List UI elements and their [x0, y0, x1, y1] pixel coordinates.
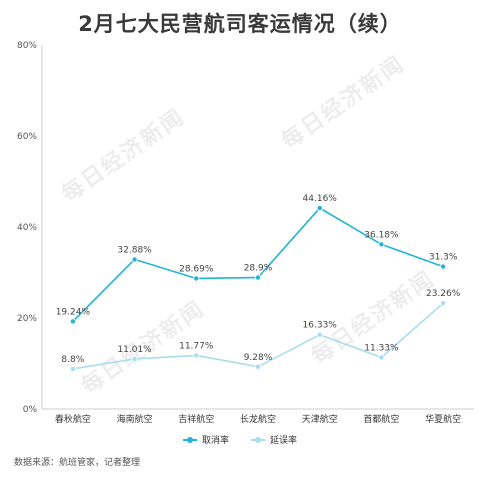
x-tick-label: 海南航空: [117, 413, 153, 425]
cancel-point: [131, 256, 138, 263]
x-tick-label: 首都航空: [363, 413, 399, 425]
cancel-data-label: 36.18%: [364, 230, 399, 240]
delay-point: [440, 300, 447, 307]
cancel-point: [69, 318, 76, 325]
delay-data-label: 16.33%: [303, 321, 338, 331]
legend-label-cancel: 取消率: [201, 436, 229, 446]
x-tick-label: 华夏航空: [425, 413, 461, 425]
cancel-point: [193, 275, 200, 282]
y-tick-label: 0%: [23, 405, 38, 415]
y-tick-label: 20%: [17, 314, 37, 324]
delay-point: [254, 363, 261, 370]
cancel-data-label: 19.24%: [56, 307, 91, 317]
delay-data-label: 11.01%: [117, 345, 152, 355]
x-tick-label: 天津航空: [302, 413, 338, 425]
delay-point: [131, 355, 138, 362]
y-tick-label: 60%: [17, 132, 37, 142]
delay-data-label: 9.28%: [244, 353, 273, 363]
x-tick-label: 长龙航空: [240, 413, 276, 425]
cancel-data-label: 44.16%: [303, 194, 338, 204]
x-tick-label: 吉祥航空: [178, 413, 214, 425]
legend-swatch-delay: [251, 436, 265, 443]
legend: 取消率 延误率: [0, 433, 480, 446]
legend-item-cancel[interactable]: 取消率: [182, 433, 229, 446]
delay-data-label: 23.26%: [426, 289, 461, 299]
delay-data-label: 11.33%: [364, 343, 399, 353]
delay-point: [378, 354, 385, 361]
chart-title: 2月七大民营航司客运情况（续）: [78, 12, 402, 36]
cancel-point: [254, 274, 261, 281]
legend-item-delay[interactable]: 延误率: [251, 433, 297, 446]
cancel-data-label: 31.3%: [429, 253, 458, 263]
legend-swatch-cancel: [182, 436, 197, 443]
legend-label-delay: 延误率: [270, 436, 298, 446]
cancel-data-label: 28.9%: [244, 264, 273, 274]
cancel-point: [440, 263, 447, 270]
cancel-data-label: 32.88%: [117, 245, 152, 255]
y-tick-label: 80%: [17, 41, 37, 51]
delay-data-label: 11.77%: [179, 341, 214, 351]
cancel-data-label: 28.69%: [179, 264, 214, 274]
delay-point: [69, 365, 76, 372]
x-tick-label: 春秋航空: [55, 413, 91, 425]
cancel-point: [378, 241, 385, 248]
y-tick-label: 40%: [17, 223, 37, 233]
delay-data-label: 8.8%: [61, 355, 84, 365]
source-note: 数据来源：航班管家，记者整理: [14, 458, 141, 468]
delay-point: [193, 352, 200, 359]
cancel-point: [316, 205, 323, 212]
delay-point: [316, 331, 323, 338]
